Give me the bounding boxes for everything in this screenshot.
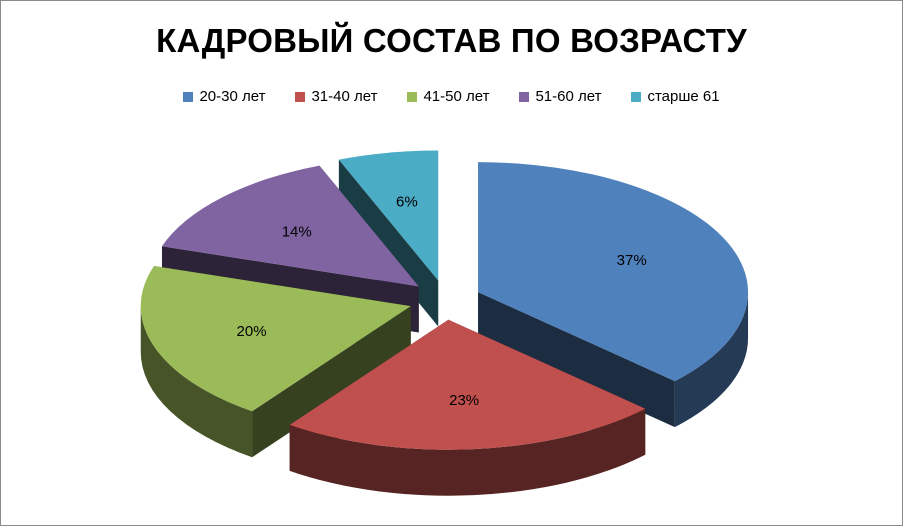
data-label-20-30: 37% [617, 252, 647, 269]
pie-top-layer [140, 150, 749, 450]
slice-wall-41-50-0 [140, 306, 253, 458]
legend-item-41-50: 41-50 лет [407, 88, 489, 105]
data-label-61-plus: 6% [396, 193, 418, 210]
slice-41-50 [140, 265, 411, 412]
legend-swatch-20-30 [183, 91, 194, 102]
legend-item-20-30: 20-30 лет [183, 88, 265, 105]
legend-label-61-plus: старше 61 [647, 88, 720, 105]
legend-item-51-60: 51-60 лет [519, 88, 601, 105]
legend-label-20-30: 20-30 лет [199, 88, 266, 105]
chart-title: КАДРОВЫЙ СОСТАВ ПО ВОЗРАСТУ [156, 22, 747, 59]
legend-swatch-31-40 [295, 91, 306, 102]
legend-item-31-40: 31-40 лет [295, 88, 377, 105]
slice-51-60 [161, 165, 419, 287]
data-label-51-60: 14% [282, 223, 312, 240]
data-label-31-40: 23% [449, 392, 479, 409]
legend-label-51-60: 51-60 лет [535, 88, 602, 105]
slice-wall-20-30-0 [674, 292, 749, 428]
legend-swatch-51-60 [519, 91, 530, 102]
legend-swatch-41-50 [407, 91, 418, 102]
slice-31-40 [289, 319, 646, 450]
slice-20-30 [478, 162, 749, 382]
data-label-41-50: 20% [237, 323, 267, 340]
legend-label-31-40: 31-40 лет [311, 88, 378, 105]
legend-item-61-plus: старше 61 [631, 88, 720, 105]
slice-61-plus [338, 150, 439, 281]
pie-label-layer: 37% 23% 20% 14% 6% [237, 193, 647, 409]
chart-legend: 20-30 лет 31-40 лет 41-50 лет 51-60 лет … [0, 88, 903, 105]
legend-label-41-50: 41-50 лет [423, 88, 490, 105]
slice-side-20-30-1 [478, 292, 675, 428]
legend-swatch-61-plus [631, 91, 642, 102]
slice-wall-31-40-0 [289, 408, 646, 496]
